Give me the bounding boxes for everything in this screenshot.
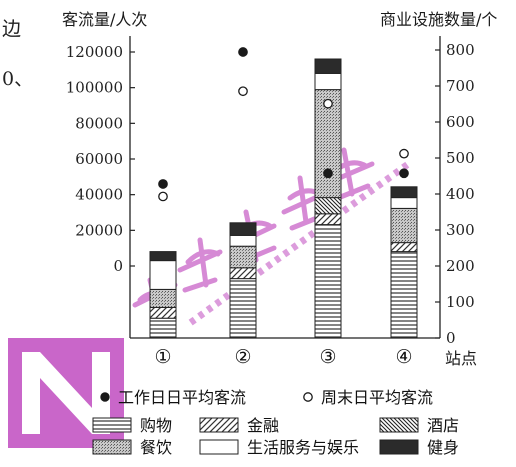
right-tick-label: 800 [446,41,475,59]
bar-segment [229,245,257,269]
category-label: ④ [395,346,412,368]
right-tick-label: 0 [446,329,456,347]
watermark-dot [214,298,223,307]
bar-segment [149,317,177,339]
point-weekend [238,86,248,97]
legend-label: 购物 [140,416,172,435]
fragment-top: 边 [2,18,22,40]
right-tick-label: 500 [446,149,475,167]
point-weekend [399,148,409,159]
legend-label: 健身 [427,438,459,457]
fragment-middle: 0、 [2,68,34,90]
point-weekday [399,168,409,179]
bar-segment [229,234,257,247]
watermark-dot [273,254,282,264]
category-label: ③ [319,346,336,368]
watermark-dot [282,248,291,258]
watermark-logo [8,338,124,448]
left-tick-label: 40000 [75,186,123,204]
bar-segment [390,186,418,199]
scatter-points [158,47,409,202]
legend-label: 酒店 [427,416,459,435]
watermark-dot [350,199,359,208]
watermark-dot [307,230,316,239]
bar-segment [314,213,342,226]
watermark-dot [341,205,350,214]
bar-segment [149,251,177,262]
bar-segment [314,58,342,74]
right-tick-label: 700 [446,77,475,95]
bar-segment [314,72,342,91]
legend-weekend-marker [303,392,313,402]
point-weekday [158,179,168,189]
bar-segment [149,260,177,290]
bar-segment [314,197,342,215]
point-weekend [323,98,333,109]
left-tick-label: 80000 [75,114,123,132]
right-tick-label: 300 [446,221,475,239]
watermark-stroke [281,175,331,231]
legend-label: 金融 [247,416,279,435]
right-tick-label: 100 [446,293,475,311]
watermark-dot [401,161,410,171]
watermark-dot [256,267,265,276]
point-weekend [158,191,168,202]
legend-weekday-label: 工作日日平均客流 [118,388,246,407]
bars [149,58,418,339]
left-tick-label: 100000 [66,79,123,97]
legend-label: 生活服务与娱乐 [247,438,359,457]
right-tick-label: 400 [446,185,475,203]
watermark-dot [375,180,384,190]
watermark-dot [197,310,206,320]
watermark-dot [205,304,214,314]
left-tick-label: 60000 [75,150,123,168]
legend-swatch [92,417,132,433]
axis-text: 0 20000 40000 60000 80000 100000 120000 0 100 200… [62,10,497,368]
right-tick-label: 200 [446,257,475,275]
legend-swatch [379,417,419,433]
bar-segment [390,242,418,253]
left-tick-label: 20000 [75,221,123,239]
bar-segment [149,288,177,308]
bar-segment [149,306,177,319]
watermark-dot [358,192,367,202]
bar-segment [390,251,418,339]
watermark-dot [188,316,197,326]
point-weekday [238,47,248,57]
legend-swatch [199,439,239,455]
legend-weekend-label: 周末日平均客流 [321,388,433,407]
legend-swatch [199,417,239,433]
watermark-dot [392,168,401,177]
left-tick-label: 120000 [66,43,123,61]
y-left-title: 客流量/人次 [62,10,147,29]
axes [129,36,441,339]
watermark-dot [222,292,231,301]
bar-segment [229,222,257,236]
legend-label: 餐饮 [140,438,172,457]
watermark-dot [299,236,308,245]
legend-weekday-marker [100,392,110,402]
point-weekday [323,168,333,179]
bar-segment [229,267,257,280]
left-tick-label: 0 [113,257,123,275]
bar-segment [314,224,342,339]
legend-swatch [379,439,419,455]
watermark-dot [290,242,299,252]
bar-segment [390,197,418,209]
bar-segment [390,207,418,244]
x-axis-title: 站点 [445,349,477,368]
legend-swatch [92,439,132,455]
category-label: ② [234,346,251,368]
watermark-stroke [177,237,223,293]
right-tick-label: 600 [446,113,475,131]
category-label: ① [154,346,171,368]
y-right-title: 商业设施数量/个 [380,10,497,29]
watermark-dot [367,186,376,196]
bar-segment [229,278,257,339]
watermark-dot [265,261,274,270]
watermark-dot [384,174,393,183]
watermark-stroke [327,147,375,201]
